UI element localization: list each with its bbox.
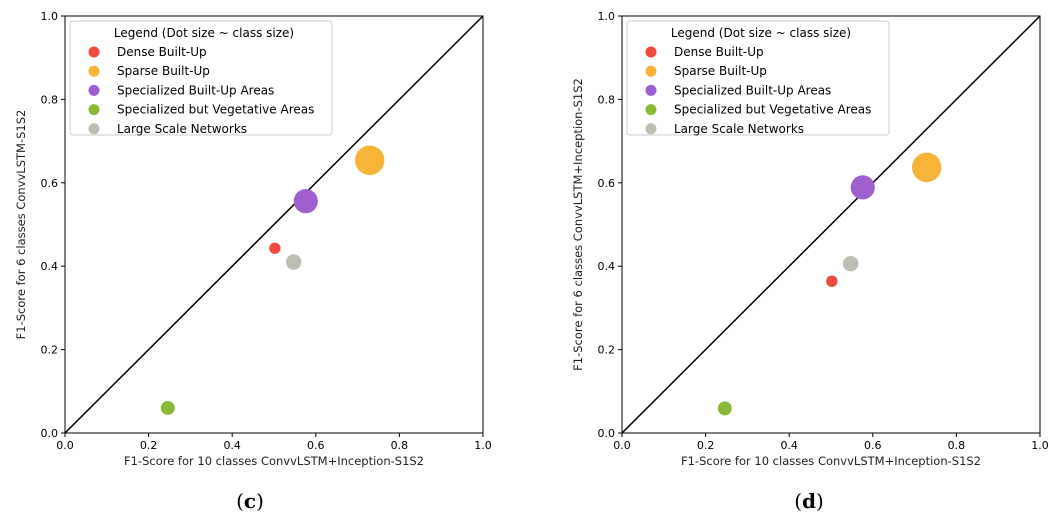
- caption-close-paren: ): [816, 489, 824, 513]
- legend-box: [626, 20, 890, 136]
- caption-letter: d: [802, 489, 816, 513]
- legend-marker-vegetative: [88, 104, 100, 116]
- diagonal-line: [64, 15, 484, 434]
- y-tick-label: 0.4: [598, 260, 616, 273]
- data-point-vegetative: [160, 401, 175, 415]
- y-tick-label: 0.0: [41, 427, 59, 440]
- y-tick-label: 0.6: [41, 177, 59, 190]
- data-point-specialized: [293, 189, 318, 214]
- legend-marker-networks: [645, 123, 657, 135]
- diagonal-line: [621, 15, 1041, 434]
- x-tick-label: 0.4: [780, 439, 798, 452]
- chart-panel-d: 0.0 0.2 0.4 0.6 0.8 1.0 0.0 0.2 0.4 0.6 0.8 1.0 Lege…: [571, 10, 1049, 513]
- x-tick-label: 0.6: [864, 439, 882, 452]
- x-tick-label: 0.8: [948, 439, 966, 452]
- legend-marker-sparse: [645, 65, 657, 77]
- legend-marker-vegetative: [645, 104, 657, 116]
- legend-marker-dense: [88, 46, 100, 58]
- y-tick-label: 0.4: [41, 260, 59, 273]
- y-tick-label: 0.2: [598, 344, 616, 357]
- panel-caption: (d): [794, 489, 824, 513]
- legend-marker-dense: [645, 46, 657, 58]
- legend-entry-label: Large Scale Networks: [674, 122, 804, 136]
- legend-marker-sparse: [88, 65, 100, 77]
- data-point-vegetative: [717, 401, 732, 416]
- plot-frame: [621, 15, 1041, 434]
- data-point-networks: [285, 254, 302, 270]
- data-point-specialized: [850, 175, 875, 200]
- y-tick-label: 1.0: [598, 10, 616, 23]
- x-tick-label: 1.0: [1031, 439, 1049, 452]
- x-tick-label: 0.8: [391, 439, 409, 452]
- legend-marker-networks: [88, 123, 100, 135]
- plot-frame: [64, 15, 484, 434]
- legend-marker-specialized: [645, 84, 657, 96]
- x-tick-label: 0.6: [307, 439, 325, 452]
- x-tick-label: 0.0: [613, 439, 631, 452]
- y-axis-label: F1-Score for 6 classes ConvvLSTM+Incepti…: [571, 78, 585, 371]
- x-tick-label: 0.0: [56, 439, 74, 452]
- legend: Legend (Dot size ~ class size) Dense Buil…: [626, 20, 890, 136]
- y-axis-label: F1-Score for 6 classes ConvvLSTM-S1S2: [14, 110, 28, 340]
- x-axis-label: F1-Score for 10 classes ConvvLSTM+Incept…: [681, 454, 981, 468]
- caption-open-paren: (: [236, 489, 244, 513]
- legend-entry-label: Specialized but Vegetative Areas: [117, 103, 314, 117]
- legend-entry-label: Dense Built-Up: [117, 45, 207, 59]
- y-tick-label: 0.8: [41, 93, 59, 106]
- legend-box: [69, 20, 333, 136]
- y-tick-label: 0.8: [598, 93, 616, 106]
- legend-entry-label: Specialized Built-Up Areas: [674, 83, 831, 97]
- legend-entry-label: Large Scale Networks: [117, 122, 247, 136]
- legend-title: Legend (Dot size ~ class size): [671, 26, 851, 40]
- y-tick-label: 0.0: [598, 427, 616, 440]
- legend-entry-label: Sparse Built-Up: [117, 64, 210, 78]
- x-axis-label: F1-Score for 10 classes ConvvLSTM+Incept…: [124, 454, 424, 468]
- y-tick-label: 1.0: [41, 10, 59, 23]
- caption-letter: c: [244, 489, 256, 513]
- legend-entry-label: Specialized but Vegetative Areas: [674, 103, 871, 117]
- y-tick-label: 0.6: [598, 177, 616, 190]
- x-tick-label: 0.2: [697, 439, 715, 452]
- data-point-networks: [842, 255, 859, 272]
- panel-caption: (c): [236, 489, 264, 513]
- legend-entry-label: Dense Built-Up: [674, 45, 764, 59]
- legend: Legend (Dot size ~ class size) Dense Buil…: [69, 20, 333, 136]
- legend-title: Legend (Dot size ~ class size): [114, 26, 294, 40]
- caption-close-paren: ): [256, 489, 264, 513]
- chart-panel-c: 0.0 0.2 0.4 0.6 0.8 1.0 0.0 0.2 0.4 0.6 0.8 1.0 Lege…: [14, 10, 492, 513]
- x-tick-label: 0.4: [223, 439, 241, 452]
- data-point-dense: [826, 275, 838, 287]
- data-point-dense: [269, 242, 281, 254]
- y-tick-label: 0.2: [41, 344, 59, 357]
- legend-marker-specialized: [88, 84, 100, 96]
- legend-entry-label: Sparse Built-Up: [674, 64, 767, 78]
- x-tick-label: 1.0: [474, 439, 492, 452]
- legend-entry-label: Specialized Built-Up Areas: [117, 83, 274, 97]
- x-tick-label: 0.2: [140, 439, 158, 452]
- data-point-sparse: [912, 152, 942, 183]
- caption-open-paren: (: [794, 489, 802, 513]
- data-point-sparse: [355, 145, 385, 176]
